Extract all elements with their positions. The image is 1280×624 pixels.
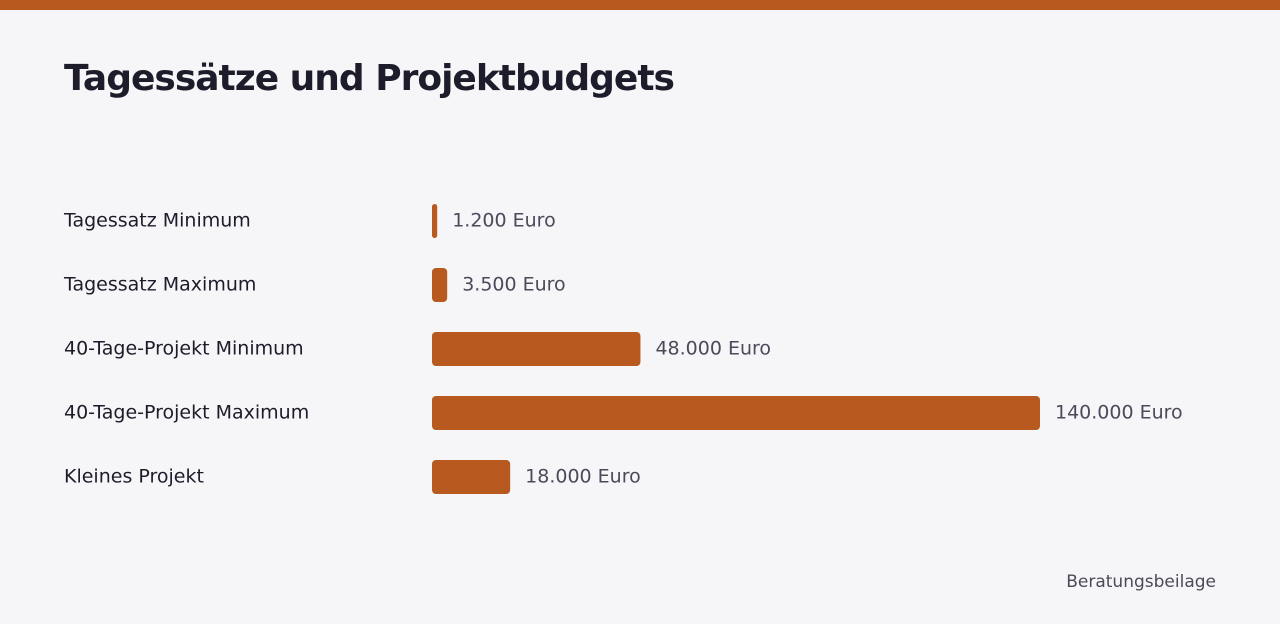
source: Beratungsbeilage — [1066, 572, 1216, 592]
value-label: 3.500 Euro — [462, 274, 566, 296]
category-label: 40-Tage-Projekt Maximum — [64, 402, 309, 424]
chart-title: Tagessätze und Projektbudgets — [64, 58, 674, 99]
value-label: 1.200 Euro — [452, 210, 556, 232]
category-label: Kleines Projekt — [64, 466, 204, 488]
category-label: 40-Tage-Projekt Minimum — [64, 338, 304, 360]
category-label: Tagessatz Minimum — [63, 210, 251, 232]
value-label: 140.000 Euro — [1055, 402, 1183, 424]
value-label: 18.000 Euro — [525, 466, 641, 488]
bar — [432, 204, 438, 238]
bar — [432, 332, 641, 366]
bar — [432, 396, 1040, 430]
value-label: 48.000 Euro — [655, 338, 771, 360]
top-accent — [0, 0, 1280, 10]
bar — [432, 460, 511, 494]
category-label: Tagessatz Maximum — [63, 274, 256, 296]
bar — [432, 268, 448, 302]
